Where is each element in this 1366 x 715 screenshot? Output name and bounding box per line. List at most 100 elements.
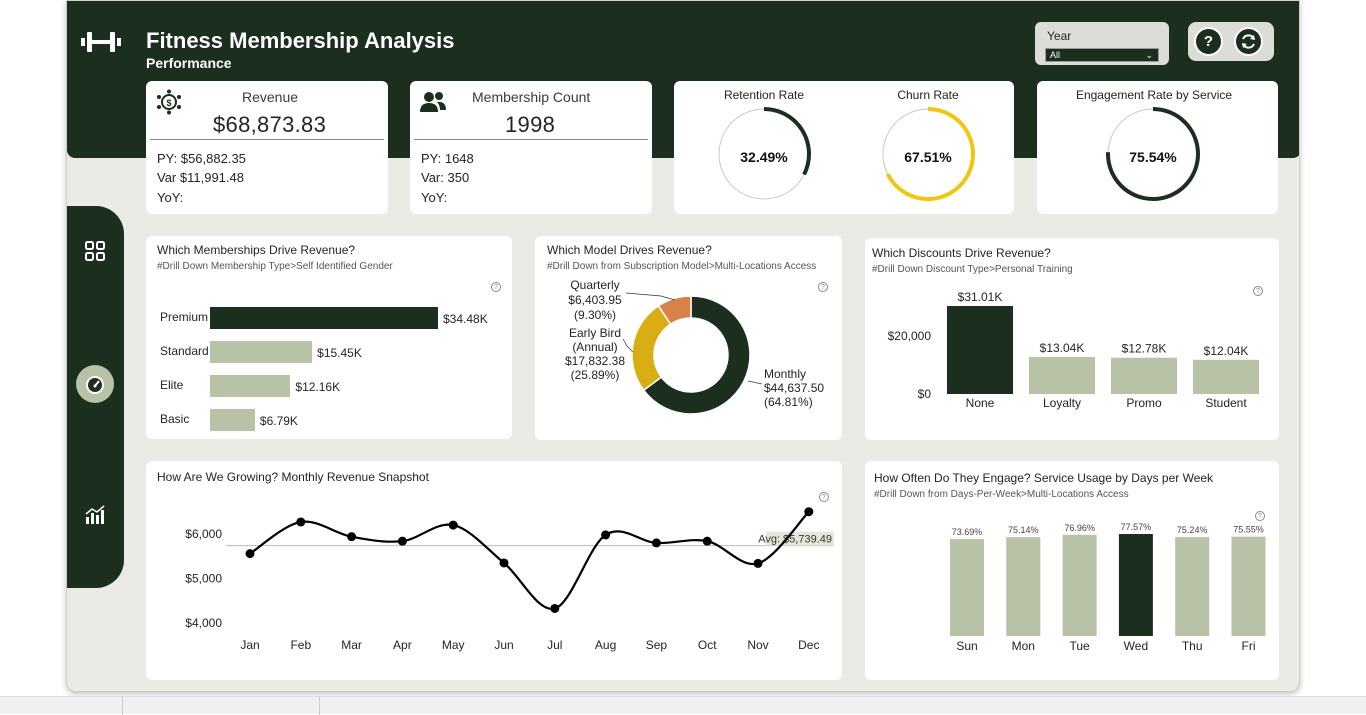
revenue-card: $ Revenue $68,873.83 PY: $56,882.35 Var … <box>146 81 388 214</box>
membership-category-label: Standard <box>160 344 209 358</box>
month-label: Jun <box>494 638 513 652</box>
nav-performance-button[interactable] <box>76 365 114 403</box>
discounts-chart-subtitle: #Drill Down Discount Type>Personal Train… <box>872 264 1073 275</box>
usage-bars: 73.69% Sun 75.14% Mon 76.96% Tue 77.57% Wed 75.2… <box>950 522 1266 653</box>
discount-bar[interactable] <box>1193 359 1259 394</box>
label-early-bird: Early Bird (Annual) $17,832.38 (25.89%) <box>553 326 637 382</box>
revenue-point[interactable] <box>702 536 712 546</box>
engagement-gauge-arc <box>1106 107 1200 201</box>
revenue-point[interactable] <box>245 549 255 559</box>
discount-ytick: $0 <box>918 387 932 401</box>
donut-slice-quarterly[interactable] <box>657 295 692 326</box>
day-label: Wed <box>1124 639 1148 653</box>
month-label: Nov <box>747 638 768 652</box>
nav-overview-button[interactable] <box>76 232 114 270</box>
report-canvas: Fitness Membership Analysis Performance … <box>66 0 1300 692</box>
discounts-help-icon[interactable]: ? <box>1253 286 1263 296</box>
side-nav <box>67 206 124 588</box>
revenue-py: PY: $56,882.35 <box>157 151 246 166</box>
revenue-point[interactable] <box>753 558 763 568</box>
discount-bar[interactable] <box>1029 356 1095 394</box>
quarterly-name: Quarterly <box>570 278 620 292</box>
monthly-name: Monthly <box>764 367 807 381</box>
discount-bar[interactable] <box>1111 357 1177 394</box>
month-label: Mar <box>341 638 362 652</box>
retention-gauge-arc <box>717 107 811 201</box>
model-help-icon[interactable]: ? <box>818 282 828 292</box>
churn-title: Churn Rate <box>897 88 959 102</box>
usage-chart-title: How Often Do They Engage? Service Usage … <box>874 471 1214 485</box>
memberships-chart-card: Which Memberships Drive Revenue? #Drill … <box>146 236 512 439</box>
discount-category-label: Promo <box>1126 396 1162 410</box>
monthly-help-icon[interactable]: ? <box>819 492 829 502</box>
revenue-line <box>249 510 810 610</box>
churn-gauge-arc <box>881 107 975 201</box>
quarterly-amount: $6,403.95 <box>568 293 622 307</box>
membership-bar-value: $6.79K <box>259 414 298 428</box>
help-button[interactable]: ? <box>1194 27 1223 56</box>
usage-bar-value: 76.96% <box>1064 523 1095 533</box>
membership-yoy: YoY: <box>421 190 448 205</box>
usage-help-icon[interactable]: ? <box>1255 511 1265 521</box>
usage-bar[interactable] <box>1062 534 1097 636</box>
usage-bar-value: 75.24% <box>1177 525 1208 535</box>
membership-value: 1998 <box>505 112 556 137</box>
revenue-point[interactable] <box>601 530 611 540</box>
model-donut <box>622 292 763 415</box>
revenue-point[interactable] <box>448 520 458 530</box>
churn-gauge <box>881 107 975 201</box>
revenue-point[interactable] <box>499 558 509 568</box>
discount-bar[interactable] <box>947 306 1013 394</box>
month-label: Feb <box>290 638 311 652</box>
model-chart-subtitle: #Drill Down from Subscription Model>Mult… <box>547 261 817 272</box>
usage-bar[interactable] <box>1231 536 1266 636</box>
refresh-button[interactable] <box>1234 27 1263 56</box>
svg-text:$: $ <box>166 98 171 108</box>
day-label: Sun <box>956 639 977 653</box>
nav-analytics-button[interactable] <box>76 496 114 534</box>
usage-bar[interactable] <box>1118 534 1153 636</box>
usage-bar[interactable] <box>950 539 984 636</box>
revenue-point[interactable] <box>651 538 661 548</box>
revenue-point[interactable] <box>347 532 357 542</box>
donut-slice-monthly[interactable] <box>642 295 751 415</box>
revenue-point[interactable] <box>804 507 814 517</box>
usage-bar[interactable] <box>1006 537 1041 636</box>
membership-bar[interactable] <box>210 341 313 363</box>
membership-card: Membership Count 1998 PY: 1648 Var: 350 … <box>410 81 652 214</box>
year-slicer: Year All ⌄ <box>1035 22 1169 65</box>
membership-title: Membership Count <box>472 89 591 105</box>
retention-value: 32.49% <box>740 149 788 165</box>
monthly-amount: $44,637.50 <box>764 381 825 395</box>
memberships-help-icon[interactable]: ? <box>491 282 501 292</box>
membership-bar[interactable] <box>210 307 438 329</box>
month-label: Aug <box>595 638 616 652</box>
memberships-chart-title: Which Memberships Drive Revenue? <box>157 243 356 257</box>
engagement-gauge <box>1106 107 1200 201</box>
revenue-value: $68,873.83 <box>213 112 327 137</box>
day-label: Tue <box>1069 639 1090 653</box>
discount-category-label: Loyalty <box>1043 396 1081 410</box>
membership-bar[interactable] <box>210 375 291 397</box>
membership-bar[interactable] <box>210 409 255 431</box>
usage-bar[interactable] <box>1175 537 1210 636</box>
discount-ytick: $20,000 <box>888 329 932 343</box>
revenue-point[interactable] <box>550 603 560 613</box>
revenue-point[interactable] <box>397 536 407 546</box>
revenue-point[interactable] <box>296 517 306 527</box>
month-label: Jan <box>240 638 259 652</box>
month-label: Dec <box>798 638 819 652</box>
discounts-chart-title: Which Discounts Drive Revenue? <box>872 246 1051 260</box>
page-subtitle: Performance <box>146 55 232 71</box>
year-dropdown[interactable]: All ⌄ <box>1045 48 1159 62</box>
early-bird-name-2: (Annual) <box>572 340 618 354</box>
donut-slice-early-bird-annual[interactable] <box>631 304 672 392</box>
average-label: Avg: $5,739.49 <box>758 534 832 546</box>
usage-bar-value: 73.69% <box>952 527 983 537</box>
membership-py: PY: 1648 <box>421 151 474 166</box>
day-label: Mon <box>1012 639 1035 653</box>
label-monthly: Monthly $44,637.50 (64.81%) <box>764 367 824 409</box>
month-label: Sep <box>646 638 668 652</box>
line-ytick: $5,000 <box>185 572 222 586</box>
membership-var: Var: 350 <box>421 170 470 185</box>
